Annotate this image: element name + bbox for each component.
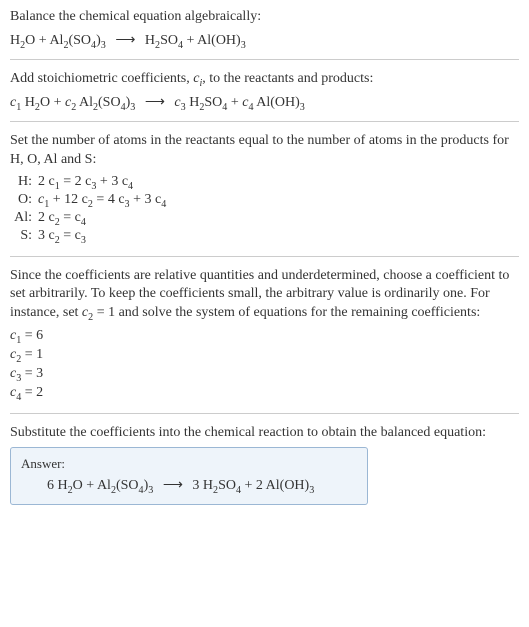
coef-c3: c3 = 3 <box>10 365 519 384</box>
arrow-icon: ⟶ <box>157 476 189 493</box>
divider <box>10 413 519 414</box>
atom-equation: 2 c1 = 2 c3 + 3 c4 <box>38 174 172 192</box>
coef-c2: c2 = 1 <box>10 346 519 365</box>
lhs-al2so43: Al2(SO4)3 <box>49 33 105 48</box>
subst-text: Substitute the coefficients into the che… <box>10 424 519 443</box>
arrow-icon: ⟶ <box>109 31 141 48</box>
unbalanced-equation: H2O + Al2(SO4)3 ⟶ H2SO4 + Al(OH)3 <box>10 31 519 49</box>
arrow-icon: ⟶ <box>139 93 171 110</box>
plus: + <box>39 33 50 48</box>
atoms-text: Set the number of atoms in the reactants… <box>10 132 519 170</box>
lhs-6h2o: 6 H2O <box>47 478 83 493</box>
lhs-al2so43: Al2(SO4)3 <box>97 478 153 493</box>
table-row: S: 3 c2 = c3 <box>10 228 172 246</box>
rhs-2aloh3: 2 Al(OH)3 <box>256 478 314 493</box>
c2-al2so43: c2 Al2(SO4)3 <box>65 95 135 110</box>
coef-c1: c1 = 6 <box>10 327 519 346</box>
atom-equation: 2 c2 = c4 <box>38 210 172 228</box>
table-row: H: 2 c1 = 2 c3 + 3 c4 <box>10 174 172 192</box>
atom-equation: 3 c2 = c3 <box>38 228 172 246</box>
table-row: Al: 2 c2 = c4 <box>10 210 172 228</box>
plus: + <box>245 478 256 493</box>
divider <box>10 121 519 122</box>
balance-lead: Balance the chemical equation algebraica… <box>10 8 519 27</box>
plus: + <box>187 33 198 48</box>
plus: + <box>86 478 97 493</box>
rhs-3h2so4: 3 H2SO4 <box>192 478 241 493</box>
choose-text: Since the coefficients are relative quan… <box>10 267 519 324</box>
plus: + <box>54 95 65 110</box>
divider <box>10 59 519 60</box>
coef-c4: c4 = 2 <box>10 384 519 403</box>
answer-label: Answer: <box>21 456 357 472</box>
c4-aloh3: c4 Al(OH)3 <box>242 95 305 110</box>
rhs-h2so4: H2SO4 <box>145 33 183 48</box>
atom-symbol: Al: <box>10 210 38 228</box>
add-coeff-text: Add stoichiometric coefficients, ci, to … <box>10 70 519 89</box>
lhs-h2o: H2O <box>10 33 35 48</box>
c1-h2o: c1 H2O <box>10 95 50 110</box>
atom-symbol: S: <box>10 228 38 246</box>
table-row: O: c1 + 12 c2 = 4 c3 + 3 c4 <box>10 192 172 210</box>
page: Balance the chemical equation algebraica… <box>0 0 529 517</box>
rhs-aloh3: Al(OH)3 <box>197 33 246 48</box>
divider <box>10 256 519 257</box>
c3-h2so4: c3 H2SO4 <box>174 95 227 110</box>
atom-equation: c1 + 12 c2 = 4 c3 + 3 c4 <box>38 192 172 210</box>
atom-symbol: H: <box>10 174 38 192</box>
answer-box: Answer: 6 H2O + Al2(SO4)3 ⟶ 3 H2SO4 + 2 … <box>10 447 368 505</box>
plus: + <box>231 95 242 110</box>
atom-balance-table: H: 2 c1 = 2 c3 + 3 c4 O: c1 + 12 c2 = 4 … <box>10 174 172 246</box>
coeff-equation: c1 H2O + c2 Al2(SO4)3 ⟶ c3 H2SO4 + c4 Al… <box>10 93 519 111</box>
atom-symbol: O: <box>10 192 38 210</box>
balanced-equation: 6 H2O + Al2(SO4)3 ⟶ 3 H2SO4 + 2 Al(OH)3 <box>21 476 357 494</box>
